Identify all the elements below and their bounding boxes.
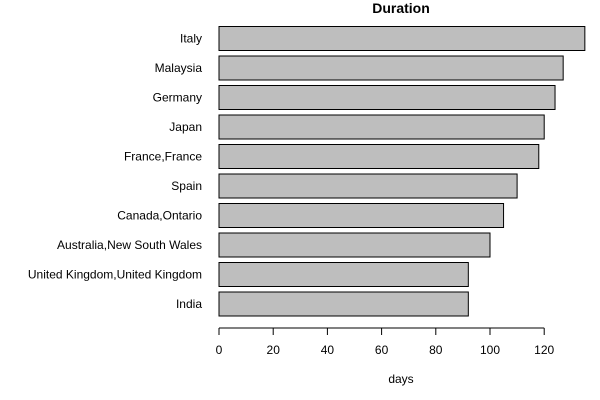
bar	[218, 232, 491, 258]
bar	[218, 114, 545, 140]
category-label: India	[176, 297, 202, 311]
x-tick-label: 0	[216, 343, 223, 357]
bar	[218, 291, 469, 317]
bar	[218, 262, 469, 287]
category-label: Malaysia	[155, 61, 203, 75]
x-tick-label: 40	[321, 343, 335, 357]
x-tick-label: 60	[375, 343, 389, 357]
x-axis: 0 20 40 60 80 100 120	[216, 327, 555, 357]
bar	[218, 173, 518, 199]
x-tick-label: 80	[429, 343, 443, 357]
x-tick-label: 120	[534, 343, 554, 357]
category-label: Japan	[169, 120, 202, 134]
category-label: Germany	[153, 91, 202, 105]
category-labels: Italy Malaysia Germany Japan France,France Sp…	[28, 32, 202, 312]
bar	[218, 26, 586, 51]
category-label: Canada,Ontario	[117, 209, 202, 223]
bar	[218, 55, 564, 81]
x-tick-label: 100	[480, 343, 500, 357]
bar	[218, 144, 540, 169]
category-label: Italy	[180, 32, 202, 46]
category-label: United Kingdom,United Kingdom	[28, 268, 202, 282]
bars-group	[218, 26, 586, 317]
x-axis-label: days	[388, 372, 413, 386]
category-label: France,France	[124, 150, 202, 164]
x-tick-label: 20	[267, 343, 281, 357]
bar	[218, 203, 505, 228]
chart-title: Duration	[372, 0, 430, 16]
category-label: Australia,New South Wales	[57, 238, 202, 252]
bar	[218, 85, 556, 110]
category-label: Spain	[171, 179, 202, 193]
